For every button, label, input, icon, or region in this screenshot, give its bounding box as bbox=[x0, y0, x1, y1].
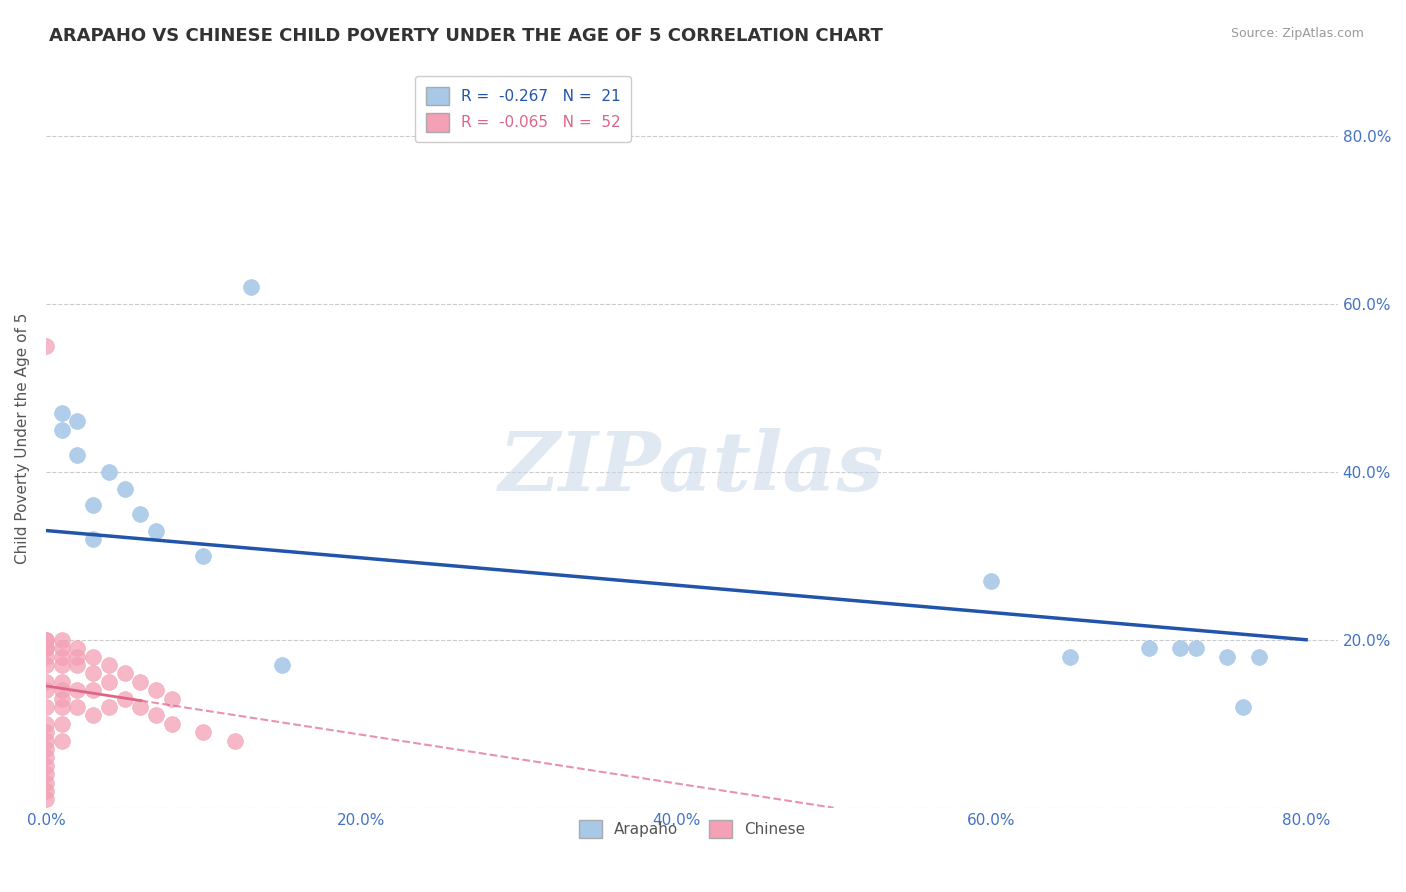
Point bbox=[1059, 649, 1081, 664]
Point bbox=[51, 674, 73, 689]
Point bbox=[98, 465, 121, 479]
Point bbox=[35, 784, 58, 798]
Point bbox=[35, 649, 58, 664]
Point bbox=[35, 742, 58, 756]
Point bbox=[98, 674, 121, 689]
Point bbox=[239, 280, 262, 294]
Point bbox=[35, 725, 58, 739]
Point bbox=[66, 649, 89, 664]
Point bbox=[114, 482, 136, 496]
Point bbox=[35, 750, 58, 764]
Point bbox=[51, 700, 73, 714]
Point bbox=[51, 641, 73, 656]
Point bbox=[51, 683, 73, 698]
Point bbox=[35, 632, 58, 647]
Text: Source: ZipAtlas.com: Source: ZipAtlas.com bbox=[1230, 27, 1364, 40]
Point bbox=[145, 683, 167, 698]
Point bbox=[193, 725, 215, 739]
Point bbox=[66, 700, 89, 714]
Point bbox=[35, 657, 58, 672]
Point bbox=[35, 683, 58, 698]
Point bbox=[35, 632, 58, 647]
Point bbox=[129, 674, 152, 689]
Point bbox=[1137, 641, 1160, 656]
Point bbox=[980, 574, 1002, 588]
Y-axis label: Child Poverty Under the Age of 5: Child Poverty Under the Age of 5 bbox=[15, 312, 30, 564]
Point bbox=[271, 657, 294, 672]
Point bbox=[51, 649, 73, 664]
Point bbox=[145, 708, 167, 723]
Point bbox=[1247, 649, 1270, 664]
Point bbox=[66, 657, 89, 672]
Point bbox=[35, 700, 58, 714]
Point bbox=[160, 716, 183, 731]
Point bbox=[35, 674, 58, 689]
Point bbox=[129, 700, 152, 714]
Point bbox=[35, 792, 58, 806]
Point bbox=[82, 708, 104, 723]
Point bbox=[35, 641, 58, 656]
Point bbox=[114, 691, 136, 706]
Point bbox=[35, 775, 58, 789]
Point bbox=[145, 524, 167, 538]
Point bbox=[193, 549, 215, 563]
Text: ZIPatlas: ZIPatlas bbox=[499, 427, 884, 508]
Point bbox=[51, 423, 73, 437]
Point bbox=[35, 716, 58, 731]
Point bbox=[66, 448, 89, 462]
Legend: Arapaho, Chinese: Arapaho, Chinese bbox=[572, 814, 811, 845]
Point bbox=[35, 733, 58, 747]
Point bbox=[98, 700, 121, 714]
Point bbox=[98, 657, 121, 672]
Point bbox=[129, 507, 152, 521]
Point bbox=[224, 733, 246, 747]
Point bbox=[82, 499, 104, 513]
Point bbox=[160, 691, 183, 706]
Point bbox=[35, 641, 58, 656]
Point bbox=[114, 666, 136, 681]
Point bbox=[1168, 641, 1191, 656]
Point bbox=[82, 649, 104, 664]
Point bbox=[66, 683, 89, 698]
Point bbox=[82, 666, 104, 681]
Point bbox=[51, 691, 73, 706]
Point bbox=[35, 767, 58, 781]
Point bbox=[35, 758, 58, 772]
Point bbox=[82, 683, 104, 698]
Point bbox=[35, 339, 58, 353]
Point bbox=[51, 716, 73, 731]
Point bbox=[1185, 641, 1208, 656]
Point bbox=[51, 406, 73, 420]
Point bbox=[51, 657, 73, 672]
Point bbox=[1216, 649, 1239, 664]
Point bbox=[82, 532, 104, 546]
Point bbox=[1232, 700, 1254, 714]
Point bbox=[51, 733, 73, 747]
Point bbox=[51, 632, 73, 647]
Point bbox=[66, 641, 89, 656]
Point bbox=[66, 414, 89, 428]
Text: ARAPAHO VS CHINESE CHILD POVERTY UNDER THE AGE OF 5 CORRELATION CHART: ARAPAHO VS CHINESE CHILD POVERTY UNDER T… bbox=[49, 27, 883, 45]
